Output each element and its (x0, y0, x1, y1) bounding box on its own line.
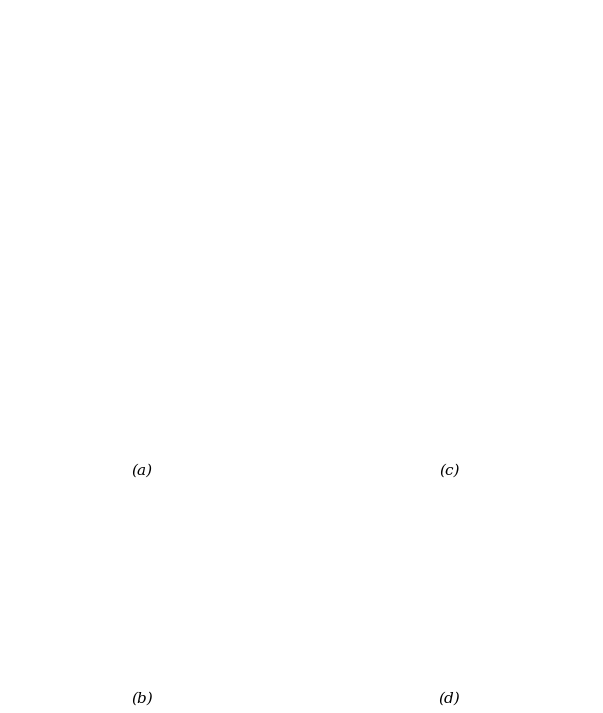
Text: (c): (c) (439, 463, 459, 478)
Text: (d): (d) (438, 692, 460, 706)
Text: (b): (b) (131, 692, 153, 706)
Text: (a): (a) (131, 463, 153, 478)
